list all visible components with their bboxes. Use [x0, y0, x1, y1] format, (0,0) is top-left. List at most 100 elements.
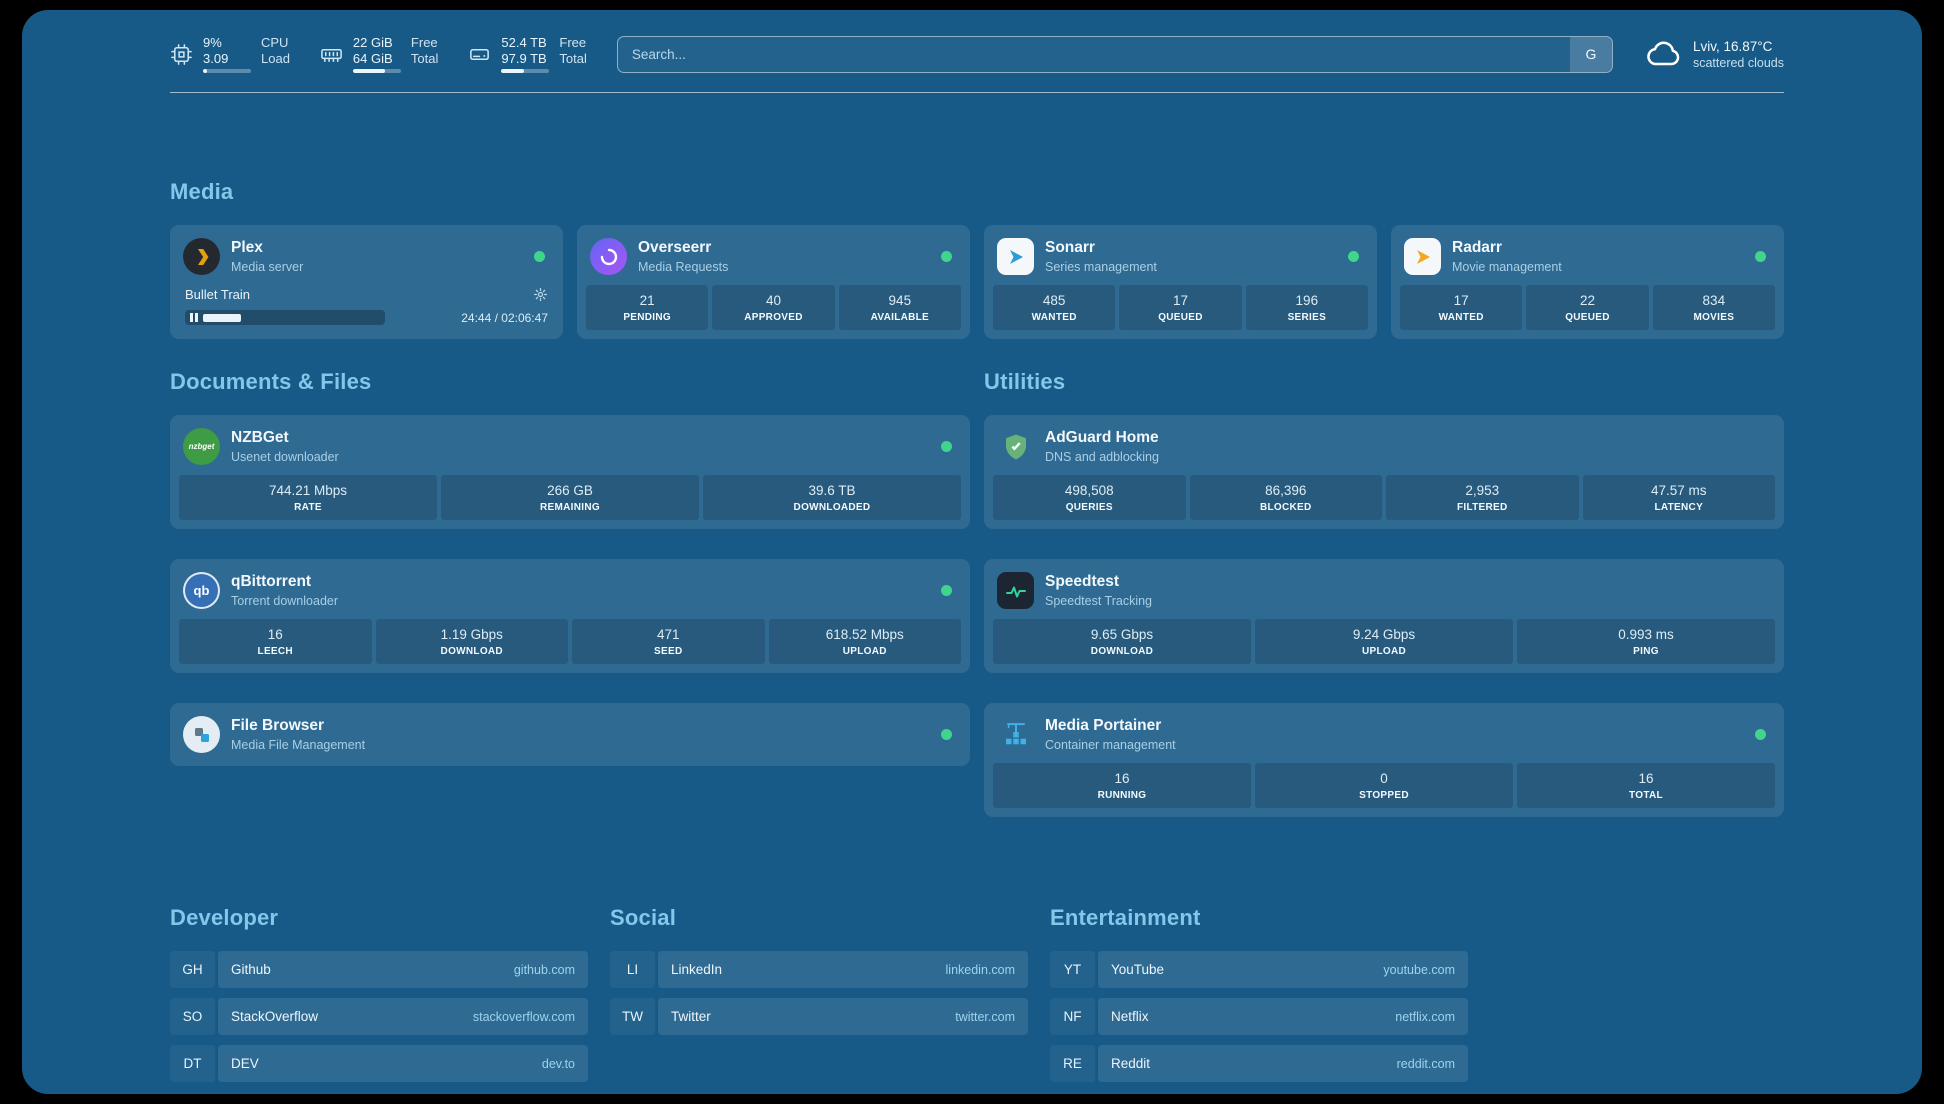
resource-widgets: 9% 3.09 CPU Load — [170, 35, 587, 73]
disk-icon — [468, 43, 491, 66]
sonarr-icon — [997, 238, 1034, 275]
stat-upload: 618.52 Mbps UPLOAD — [768, 619, 961, 664]
cpu-icon — [170, 43, 193, 66]
service-card-speedtest[interactable]: Speedtest Speedtest Tracking 9.65 Gbps D… — [984, 559, 1784, 673]
gear-icon[interactable] — [533, 287, 548, 302]
adguard-shield-icon — [997, 428, 1034, 465]
memory-labels: Free Total — [410, 35, 439, 66]
stat-pending: 21 PENDING — [586, 285, 709, 330]
service-desc: DNS and adblocking — [1045, 450, 1159, 464]
bookmark-dev[interactable]: DT DEV dev.to — [170, 1045, 588, 1082]
service-card-plex[interactable]: Plex Media server Bullet Train — [170, 225, 563, 339]
disk-labels: Free Total — [559, 35, 587, 66]
service-name[interactable]: Sonarr — [1045, 239, 1095, 256]
service-name[interactable]: Speedtest — [1045, 573, 1120, 590]
bookmark-group-social: Social LI LinkedIn linkedin.com TW Twitt… — [610, 905, 1028, 1082]
cpu-load: 3.09 — [203, 50, 229, 66]
status-dot — [1348, 251, 1359, 262]
bookmark-github[interactable]: GH Github github.com — [170, 951, 588, 988]
group-title-media: Media — [170, 179, 234, 204]
group-title-developer: Developer — [170, 905, 279, 930]
service-name[interactable]: Plex — [231, 239, 263, 256]
disk-progress-bar — [501, 68, 550, 73]
player-progress-bar[interactable] — [185, 310, 385, 325]
stat-available: 945 AVAILABLE — [838, 285, 961, 330]
cpu-progress-bar — [203, 68, 251, 73]
status-dot — [941, 251, 952, 262]
service-name[interactable]: File Browser — [231, 717, 325, 734]
service-card-filebrowser[interactable]: File Browser Media File Management — [170, 703, 970, 766]
stat-movies: 834 MOVIES — [1652, 285, 1775, 330]
memory-progress-bar — [352, 68, 401, 73]
stat-seed: 471 SEED — [572, 619, 765, 664]
service-name[interactable]: Radarr — [1452, 239, 1502, 256]
bookmark-stackoverflow[interactable]: SO StackOverflow stackoverflow.com — [170, 998, 588, 1035]
service-card-qbittorrent[interactable]: qb qBittorrent Torrent downloader 16 — [170, 559, 970, 673]
service-card-adguard[interactable]: AdGuard Home DNS and adblocking 498,508 … — [984, 415, 1784, 529]
stat-downloaded: 39.6 TB DOWNLOADED — [703, 475, 961, 520]
stat-queued: 17 QUEUED — [1119, 285, 1242, 330]
stat-upload: 9.24 Gbps UPLOAD — [1255, 619, 1513, 664]
qbittorrent-icon: qb — [183, 572, 220, 609]
stat-download: 9.65 Gbps DOWNLOAD — [993, 619, 1251, 664]
speedtest-pulse-icon — [997, 572, 1034, 609]
search-provider-button[interactable]: G — [1569, 36, 1612, 72]
group-documents: Documents & Files nzbget NZBGet Usenet d… — [170, 369, 970, 817]
service-card-sonarr[interactable]: Sonarr Series management 485 WANTED 17 Q… — [984, 225, 1377, 339]
service-desc: Media Requests — [638, 260, 729, 274]
cpu-widget: 9% 3.09 CPU Load — [170, 35, 290, 73]
service-card-portainer[interactable]: Media Portainer Container management 16 … — [984, 703, 1784, 817]
bookmark-linkedin[interactable]: LI LinkedIn linkedin.com — [610, 951, 1028, 988]
pause-icon[interactable] — [190, 313, 198, 322]
disk-values: 52.4 TB 97.9 TB — [501, 35, 550, 73]
stat-queued: 22 QUEUED — [1526, 285, 1649, 330]
service-name[interactable]: Media Portainer — [1045, 717, 1162, 734]
portainer-crane-icon — [997, 716, 1034, 753]
service-name[interactable]: NZBGet — [231, 429, 289, 446]
search-input[interactable] — [617, 36, 1570, 72]
bookmark-netflix[interactable]: NF Netflix netflix.com — [1050, 998, 1468, 1035]
bookmark-group-developer: Developer GH Github github.com SO StackO… — [170, 905, 588, 1082]
group-title-social: Social — [610, 905, 677, 930]
radarr-icon — [1404, 238, 1441, 275]
cloud-icon — [1643, 34, 1683, 74]
service-name[interactable]: Overseerr — [638, 239, 712, 256]
service-name[interactable]: AdGuard Home — [1045, 429, 1159, 446]
player-time: 24:44 / 02:06:47 — [461, 310, 548, 325]
stat-wanted: 17 WANTED — [1400, 285, 1523, 330]
stat-blocked: 86,396 BLOCKED — [1189, 475, 1382, 520]
stat-rate: 744.21 Mbps RATE — [179, 475, 437, 520]
status-dot — [941, 441, 952, 452]
stat-stopped: 0 STOPPED — [1255, 763, 1513, 808]
plex-icon — [183, 238, 220, 275]
cpu-values: 9% 3.09 — [203, 35, 251, 73]
bookmark-twitter[interactable]: TW Twitter twitter.com — [610, 998, 1028, 1035]
group-title-utilities: Utilities — [984, 369, 1066, 394]
status-dot — [1755, 729, 1766, 740]
weather-location: Lviv, 16.87°C — [1692, 38, 1773, 54]
nzbget-icon: nzbget — [183, 428, 220, 465]
memory-free: 22 GiB — [352, 35, 393, 51]
top-bar: 9% 3.09 CPU Load — [170, 10, 1784, 74]
service-card-overseerr[interactable]: Overseerr Media Requests 21 PENDING 40 A… — [577, 225, 970, 339]
status-dot — [941, 729, 952, 740]
service-name[interactable]: qBittorrent — [231, 573, 312, 590]
service-card-radarr[interactable]: Radarr Movie management 17 WANTED 22 QUE… — [1391, 225, 1784, 339]
filebrowser-icon — [183, 716, 220, 753]
overseerr-icon — [590, 238, 627, 275]
weather-text: Lviv, 16.87°C scattered clouds — [1693, 39, 1784, 70]
bookmark-reddit[interactable]: RE Reddit reddit.com — [1050, 1045, 1468, 1082]
bookmark-youtube[interactable]: YT YouTube youtube.com — [1050, 951, 1468, 988]
service-card-nzbget[interactable]: nzbget NZBGet Usenet downloader 744.21 M… — [170, 415, 970, 529]
disk-free: 52.4 TB — [501, 35, 547, 51]
memory-total: 64 GiB — [352, 50, 393, 66]
group-title-entertainment: Entertainment — [1050, 905, 1201, 930]
group-utilities: Utilities AdGuard Home — [984, 369, 1784, 817]
stat-leech: 16 LEECH — [179, 619, 372, 664]
service-desc: Torrent downloader — [231, 594, 339, 608]
disk-widget: 52.4 TB 97.9 TB Free Total — [468, 35, 587, 73]
stat-filtered: 2,953 FILTERED — [1386, 475, 1579, 520]
disk-total: 97.9 TB — [501, 50, 547, 66]
group-media: Media Plex Media server — [170, 179, 1784, 339]
stat-remaining: 266 GB REMAINING — [441, 475, 699, 520]
